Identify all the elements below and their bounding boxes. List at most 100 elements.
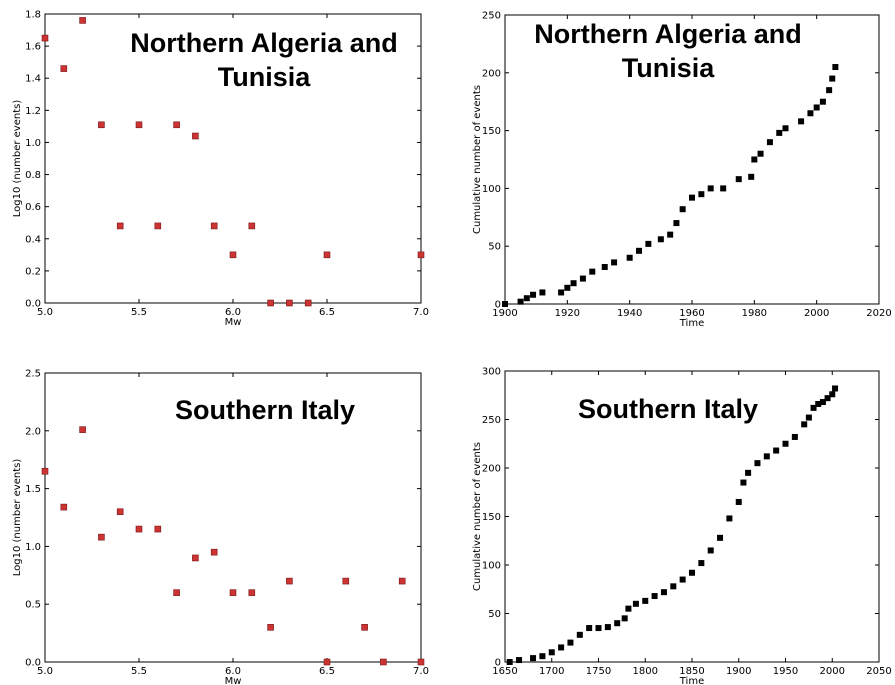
y-axis-label: Cumulative number of events: [472, 442, 483, 591]
x-tick-label: 5.0: [37, 666, 53, 677]
data-point: [791, 433, 798, 440]
data-point: [342, 577, 350, 585]
x-tick-label: 5.5: [131, 666, 147, 677]
x-tick-label: 7.0: [413, 666, 429, 677]
data-point: [579, 275, 586, 282]
y-tick-label: 1.5: [25, 484, 41, 495]
data-point: [570, 280, 577, 287]
y-tick-label: 0.0: [25, 658, 41, 669]
data-point: [819, 399, 826, 406]
data-point: [642, 597, 649, 604]
x-tick-label: 5.0: [37, 307, 53, 318]
panel-magnitude-italy: 5.0 5.5 6.0 6.5 7.0 0.0 0.5 1.0 1.5 2.0 2.5 Mw Log10…: [12, 369, 429, 685]
x-tick-label: 6.5: [319, 666, 335, 677]
data-point: [813, 104, 820, 111]
data-point: [824, 395, 831, 402]
y-tick-label: 0: [495, 300, 501, 311]
chart-title: Tunisia: [622, 53, 715, 83]
data-point: [558, 644, 565, 651]
y-tick-label: 0.8: [25, 170, 41, 181]
data-point: [826, 87, 833, 94]
y-tick-label: 1.4: [25, 74, 41, 85]
chart-title: Northern Algeria and: [534, 19, 802, 49]
x-tick-label: 2020: [866, 308, 891, 319]
data-point: [116, 508, 124, 516]
data-point: [801, 421, 808, 428]
y-tick-label: 50: [488, 609, 501, 620]
data-point: [60, 503, 68, 511]
data-point: [135, 121, 143, 129]
y-tick-label: 250: [482, 415, 501, 426]
x-tick-label: 1950: [773, 666, 798, 677]
data-point: [645, 240, 652, 247]
chart-title: Southern Italy: [578, 394, 758, 424]
y-tick-label: 0.5: [25, 600, 41, 611]
data-point: [286, 299, 293, 307]
data-point: [558, 289, 565, 296]
data-point: [267, 299, 274, 307]
y-tick-label: 1.0: [25, 542, 41, 553]
y-tick-label: 150: [482, 126, 501, 137]
data-point: [611, 259, 618, 266]
data-point: [667, 231, 674, 238]
data-point: [98, 121, 105, 129]
data-point: [60, 65, 68, 72]
y-tick-label: 250: [482, 11, 501, 22]
data-point: [819, 98, 826, 105]
x-tick-label: 6.0: [225, 307, 241, 318]
data-point: [754, 460, 761, 467]
data-point: [673, 220, 680, 227]
data-point: [576, 631, 583, 638]
data-point: [829, 391, 836, 398]
data-point: [717, 534, 724, 541]
x-tick-label: 1850: [679, 666, 704, 677]
y-tick-label: 0.6: [25, 202, 41, 213]
data-point: [173, 121, 180, 129]
y-tick-label: 100: [482, 184, 501, 195]
x-tick-label: 1940: [617, 308, 642, 319]
x-tick-label: 1900: [726, 666, 751, 677]
data-point: [698, 191, 705, 198]
data-point: [636, 247, 643, 254]
data-point: [679, 206, 686, 213]
data-point: [304, 299, 312, 307]
x-tick-label: 7.0: [413, 307, 429, 318]
data-point: [595, 625, 602, 632]
data-point: [614, 620, 621, 627]
data-point: [735, 176, 742, 183]
y-tick-label: 0.2: [25, 266, 41, 277]
x-tick-label: 1960: [679, 308, 704, 319]
data-point: [763, 453, 770, 460]
x-tick-label: 2000: [820, 666, 845, 677]
x-axis-label: Time: [679, 318, 704, 329]
data-point: [210, 222, 218, 230]
data-point: [41, 467, 49, 475]
data-point: [757, 150, 764, 157]
y-tick-label: 0.0: [25, 299, 41, 310]
data-point: [361, 624, 368, 631]
y-tick-label: 200: [482, 68, 501, 79]
data-point: [782, 125, 789, 132]
data-point: [229, 589, 237, 596]
data-point: [625, 605, 632, 612]
data-point: [79, 17, 86, 24]
x-axis-label: Time: [679, 676, 704, 685]
data-point: [154, 222, 162, 230]
x-tick-label: 1800: [633, 666, 658, 677]
x-axis-label: Mw: [225, 317, 242, 328]
y-tick-label: 1.2: [25, 106, 41, 117]
data-point: [698, 560, 705, 567]
data-point: [670, 583, 677, 590]
y-tick-label: 150: [482, 512, 501, 523]
data-point: [829, 75, 836, 82]
data-point: [41, 34, 49, 42]
data-point: [782, 440, 789, 447]
x-tick-label: 1650: [492, 666, 517, 677]
panel-cumulative-algeria: 1900 1920 1940 1960 1980 2000 2020 0 50 100 150 200…: [472, 11, 892, 330]
data-point: [740, 479, 747, 486]
y-axis-label: Cumulative number of events: [472, 85, 483, 234]
data-point: [135, 525, 143, 533]
y-tick-label: 0: [495, 658, 501, 669]
data-point: [589, 268, 596, 275]
data-point: [766, 139, 773, 146]
